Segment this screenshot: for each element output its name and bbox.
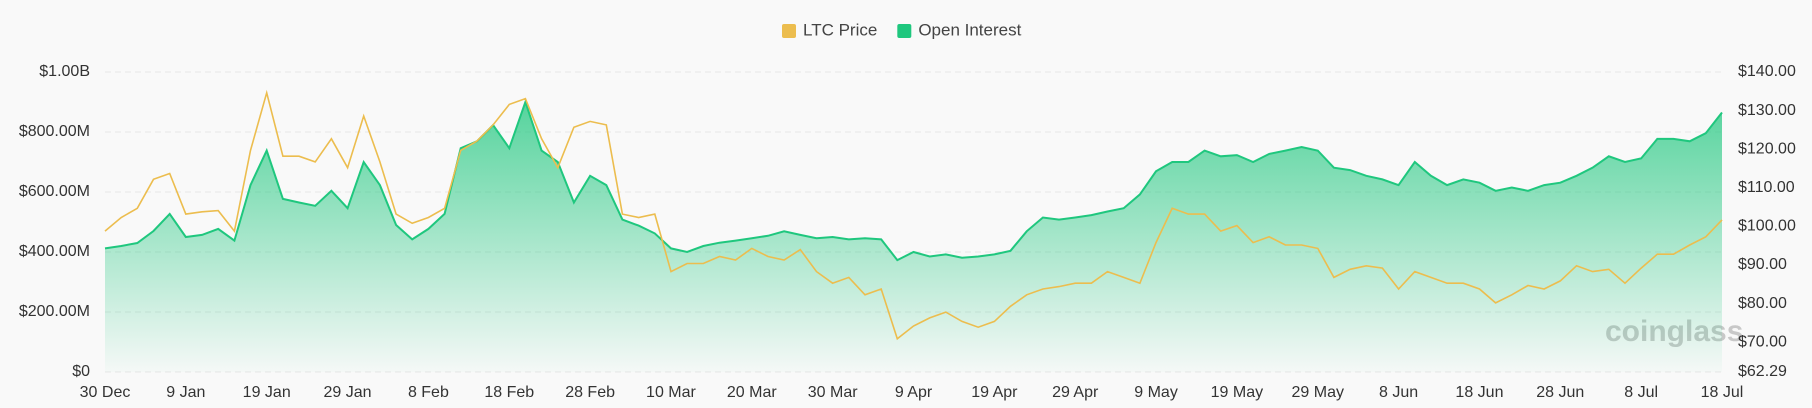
x-tick-label: 30 Dec	[80, 384, 131, 401]
x-tick-label: 19 Apr	[971, 384, 1018, 401]
x-tick-label: 30 Mar	[808, 384, 858, 401]
x-tick-label: 18 Feb	[484, 384, 534, 401]
y-tick-label: $200.00M	[19, 303, 90, 320]
x-tick-label: 29 Apr	[1052, 384, 1099, 401]
y2-tick-label: $100.00	[1738, 218, 1796, 235]
x-tick-label: 8 Feb	[408, 384, 449, 401]
x-tick-label: 10 Mar	[646, 384, 696, 401]
x-tick-label: 19 May	[1211, 384, 1263, 401]
legend-label: LTC Price	[803, 20, 877, 39]
x-tick-label: 9 May	[1134, 384, 1178, 401]
line	[104, 89, 1723, 341]
y2-tick-label: $80.00	[1738, 295, 1787, 312]
y-tick-label: $1.00B	[39, 63, 90, 80]
y2-tick-label: $70.00	[1738, 333, 1787, 350]
legend-swatch	[782, 24, 796, 38]
x-tick-label: 20 Mar	[727, 384, 777, 401]
legend: LTC Price Open Interest	[782, 20, 1022, 39]
legend-swatch	[897, 24, 912, 38]
legend-label: Open Interest	[918, 20, 1021, 39]
line	[104, 98, 1723, 262]
x-tick-label: 29 May	[1292, 384, 1344, 401]
x-tick-label: 18 Jul	[1701, 384, 1744, 401]
x-tick-label: 18 Jun	[1455, 384, 1503, 401]
x-tick-label: 28 Feb	[565, 384, 615, 401]
y2-tick-label: $62.29	[1738, 363, 1787, 380]
y2-tick-label: $90.00	[1738, 256, 1787, 273]
area	[105, 102, 1722, 372]
y-tick-label: $400.00M	[19, 243, 90, 260]
y2-tick-label: $120.00	[1738, 140, 1796, 157]
x-tick-label: 28 Jun	[1536, 384, 1584, 401]
y2-tick-label: $140.00	[1738, 63, 1796, 80]
y-tick-label: $800.00M	[19, 123, 90, 140]
x-tick-label: 8 Jun	[1379, 384, 1418, 401]
x-tick-label: 29 Jan	[324, 384, 372, 401]
y2-tick-label: $130.00	[1738, 102, 1796, 119]
x-tick-label: 9 Jan	[166, 384, 205, 401]
y-tick-label: $600.00M	[19, 183, 90, 200]
y-tick-label: $0	[72, 363, 90, 380]
x-tick-label: 19 Jan	[243, 384, 291, 401]
x-tick-label: 9 Apr	[895, 384, 933, 401]
y2-tick-label: $110.00	[1738, 179, 1795, 196]
x-tick-label: 8 Jul	[1624, 384, 1658, 401]
